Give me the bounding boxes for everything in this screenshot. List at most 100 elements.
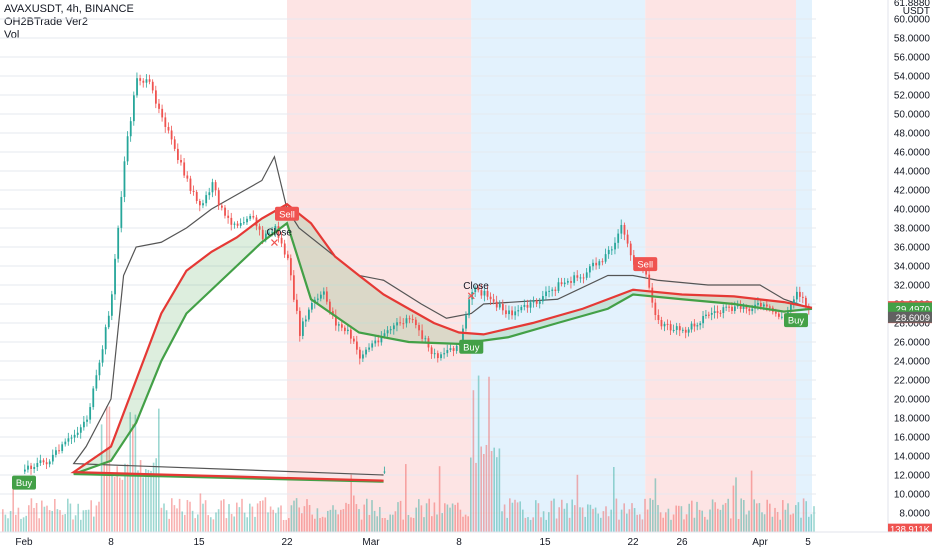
volume-bar xyxy=(223,499,225,532)
candle-body xyxy=(492,299,495,302)
volume-bar xyxy=(480,446,482,532)
candle-body xyxy=(675,326,678,330)
volume-bar xyxy=(805,501,807,532)
candle-body xyxy=(192,190,195,192)
volume-bar xyxy=(462,516,464,532)
volume-bar xyxy=(454,504,456,532)
volume-bar xyxy=(415,507,417,532)
volume-bar xyxy=(748,510,750,532)
candle-body xyxy=(167,126,170,131)
volume-bar xyxy=(4,514,7,532)
volume-bar xyxy=(483,453,485,532)
candle-body xyxy=(114,258,116,295)
candle-body xyxy=(155,90,157,104)
volume-bar xyxy=(306,499,308,532)
candle-body xyxy=(623,224,626,235)
volume-bar xyxy=(316,508,319,532)
volume-bar xyxy=(184,514,186,532)
volume-bar xyxy=(90,500,92,532)
candle-body xyxy=(465,315,467,329)
candle-body xyxy=(748,308,751,312)
candle-body xyxy=(274,226,277,232)
candle-body xyxy=(719,312,722,314)
volume-bar xyxy=(85,509,87,532)
candle-body xyxy=(356,341,358,350)
candle-body xyxy=(604,254,607,262)
volume-bar xyxy=(802,498,805,532)
price-tag-2 xyxy=(888,303,932,315)
candle-body xyxy=(335,315,337,326)
volume-bar xyxy=(56,509,59,532)
volume-bar xyxy=(514,499,516,532)
candle-body xyxy=(83,421,85,428)
candle-body xyxy=(446,349,449,354)
volume-bar xyxy=(87,509,90,532)
x-tick-label-2: 15 xyxy=(193,537,205,548)
volume-bar xyxy=(813,506,815,532)
candle-body xyxy=(271,231,274,233)
volume-bar xyxy=(693,517,696,532)
candle-body xyxy=(148,79,151,82)
volume-bar xyxy=(808,516,810,532)
volume-bar xyxy=(217,509,220,532)
volume-bar xyxy=(589,504,592,532)
candle-body xyxy=(293,275,295,300)
candle-body xyxy=(27,465,29,470)
candle-body xyxy=(437,353,439,359)
volume-bar xyxy=(636,514,638,532)
candle-body xyxy=(227,215,230,218)
volume-bar xyxy=(571,499,573,532)
volume-bar xyxy=(477,375,480,532)
candle-body xyxy=(430,347,433,354)
volume-bar xyxy=(324,517,326,532)
candle-body xyxy=(383,333,386,337)
y-tick-label-0: 8.0000 xyxy=(899,509,930,520)
candle-body xyxy=(462,328,464,344)
y-tick-label-1: 10.0000 xyxy=(894,490,931,501)
volume-bar xyxy=(730,518,732,532)
candle-body xyxy=(347,329,349,332)
volume-bar xyxy=(381,517,384,532)
volume-bar xyxy=(420,505,423,532)
candle-body xyxy=(545,291,547,297)
volume-bar xyxy=(431,516,433,532)
candle-body xyxy=(164,117,167,127)
candle-body xyxy=(76,432,79,435)
signal-badge-sell xyxy=(633,257,658,272)
y-tick-label-2: 12.0000 xyxy=(894,471,931,482)
volume-bar xyxy=(129,412,131,532)
y-tick-label-16: 40.0000 xyxy=(894,205,931,216)
price-tag-text-4: 28.6009 xyxy=(896,313,930,324)
candle-body xyxy=(180,160,182,163)
volume-bar xyxy=(553,498,555,532)
candle-body xyxy=(24,469,26,472)
candle-body xyxy=(551,289,554,291)
volume-bar xyxy=(225,518,228,532)
candle-body xyxy=(183,162,186,176)
volume-bar xyxy=(665,512,667,532)
volume-bar xyxy=(774,507,776,532)
candle-body xyxy=(129,121,132,137)
candle-body xyxy=(92,388,95,408)
candle-body xyxy=(775,311,777,314)
volume-bar xyxy=(155,458,157,532)
ma-slow-line xyxy=(73,221,813,483)
candle-body xyxy=(64,441,67,445)
candle-body xyxy=(672,329,675,331)
candle-body xyxy=(651,287,654,303)
candle-body xyxy=(261,229,264,240)
volume-bar xyxy=(470,457,472,532)
volume-bar xyxy=(776,511,779,532)
volume-bar xyxy=(20,518,22,532)
candle-body xyxy=(365,349,367,355)
candle-body xyxy=(582,277,585,279)
volume-bar xyxy=(704,516,706,532)
volume-bar xyxy=(59,510,61,532)
volume-bar xyxy=(35,502,38,532)
candle-body xyxy=(296,299,298,311)
candle-body xyxy=(595,262,598,266)
y-tick-label-14: 36.0000 xyxy=(894,243,931,254)
volume-bar xyxy=(698,509,701,532)
volume-bar xyxy=(373,510,376,532)
